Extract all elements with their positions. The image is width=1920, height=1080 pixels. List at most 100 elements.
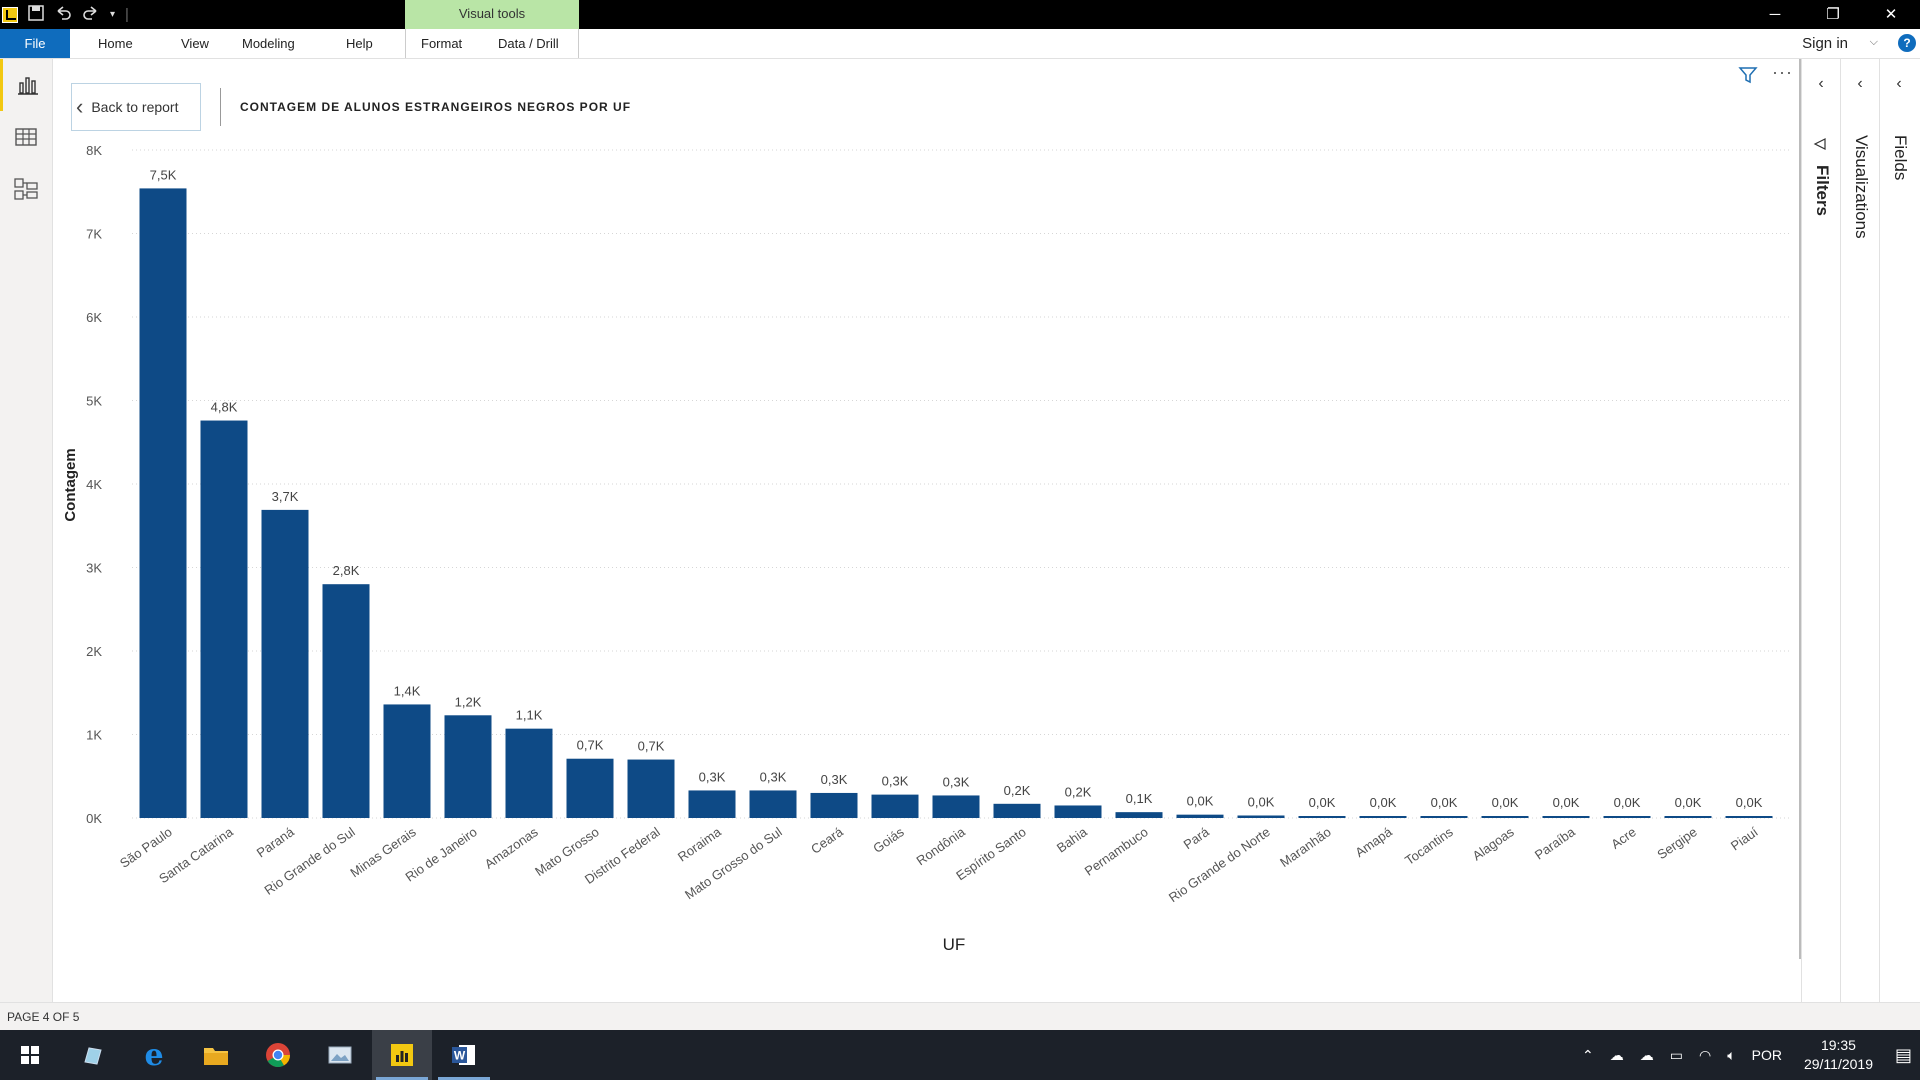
bar-data-label: 3,7K [272, 489, 299, 504]
y-tick-label: 7K [86, 227, 102, 242]
bar[interactable] [993, 803, 1041, 818]
tab-view[interactable]: View [181, 36, 209, 51]
bar[interactable] [1115, 812, 1163, 818]
open-app-indicator [438, 1077, 490, 1080]
chrome-icon[interactable] [248, 1030, 308, 1080]
more-options-icon[interactable]: ··· [1772, 62, 1793, 82]
x-tick-label: Paraíba [1532, 824, 1579, 863]
clock[interactable]: 19:35 29/11/2019 [1804, 1036, 1873, 1074]
x-tick-label: Rondônia [914, 824, 969, 869]
x-tick-label: Goiás [870, 824, 907, 856]
bar[interactable] [1725, 816, 1773, 818]
chevron-down-icon[interactable]: ⌵ [1869, 36, 1878, 48]
tab-home[interactable]: Home [98, 36, 133, 51]
view-switcher-rail [0, 59, 53, 1002]
visual-filter-icon[interactable] [1738, 65, 1758, 90]
data-labels: 7,5K 4,8K 3,7K 2,8K 1,4K 1,2K 1,1K 0,7K 0,7K 0,3K… [150, 167, 1763, 810]
x-tick-label: Pará [1181, 824, 1213, 852]
tab-format[interactable]: Format [421, 36, 463, 51]
wifi-icon[interactable]: ◠ [1698, 1046, 1712, 1063]
close-icon[interactable]: ✕ [1884, 6, 1898, 23]
system-tray: ⌃ ☁ ☁ ▭ ◠ 🔈︎ POR 19:35 29/11/2019 ▤ [1574, 1030, 1920, 1080]
bar[interactable] [444, 715, 492, 818]
y-axis-ticks: 0K 1K 2K 3K 4K 5K 6K 7K 8K [86, 143, 102, 826]
tab-data-drill[interactable]: Data / Drill [498, 36, 559, 51]
language-indicator[interactable]: POR [1751, 1047, 1782, 1063]
bar[interactable] [139, 188, 187, 818]
bar[interactable] [1054, 805, 1102, 818]
bar[interactable] [1237, 815, 1285, 818]
photos-icon[interactable] [310, 1030, 370, 1080]
save-icon[interactable] [28, 4, 44, 25]
sign-in-link[interactable]: Sign in [1802, 35, 1848, 52]
bar[interactable] [810, 792, 858, 818]
bar-data-label: 0,0K [1370, 795, 1397, 810]
edge-icon[interactable]: e [144, 1037, 164, 1073]
taskview-icon[interactable] [62, 1030, 122, 1080]
x-tick-label: Piauí [1728, 824, 1761, 854]
y-tick-label: 0K [86, 811, 102, 826]
report-view-icon[interactable] [0, 59, 52, 111]
bar[interactable] [1420, 816, 1468, 818]
notifications-icon[interactable]: ▤ [1894, 1044, 1912, 1065]
bar[interactable] [1664, 816, 1712, 818]
x-tick-label: Amapá [1352, 824, 1395, 860]
battery-icon[interactable]: ▭ [1669, 1046, 1683, 1063]
tab-help[interactable]: Help [346, 36, 373, 51]
windows-start-icon[interactable] [0, 1030, 60, 1080]
canvas-border [1799, 59, 1801, 959]
redo-icon[interactable] [82, 5, 100, 25]
x-tick-label: Bahia [1054, 824, 1090, 856]
bar-data-label: 1,2K [455, 694, 482, 709]
x-tick-label: São Paulo [117, 824, 175, 871]
bar[interactable] [749, 790, 797, 818]
customize-icon[interactable]: ▾ [110, 9, 116, 20]
bar[interactable] [871, 794, 919, 818]
bar[interactable] [505, 728, 553, 818]
bar[interactable] [1481, 816, 1529, 818]
x-tick-label: Ceará [808, 824, 846, 857]
visualizations-pane[interactable]: ‹ Visualizations [1840, 59, 1879, 1002]
data-view-icon[interactable] [0, 111, 52, 163]
word-icon[interactable]: W [434, 1030, 494, 1080]
cloud-upload-icon[interactable]: ☁ [1639, 1046, 1654, 1063]
model-view-icon[interactable] [0, 163, 52, 215]
bar-data-label: 0,3K [943, 774, 970, 789]
minimize-icon[interactable]: ─ [1769, 6, 1781, 23]
clock-date: 29/11/2019 [1803, 1056, 1873, 1072]
bar[interactable] [322, 584, 370, 818]
tab-modeling[interactable]: Modeling [242, 36, 295, 51]
collapse-fields-icon[interactable]: ‹ [1896, 75, 1902, 92]
bar[interactable] [627, 759, 675, 818]
bars [139, 188, 1773, 818]
bar[interactable] [566, 758, 614, 818]
undo-icon[interactable] [54, 5, 72, 25]
bar[interactable] [932, 795, 980, 818]
tab-file[interactable]: File [0, 29, 70, 58]
collapse-filters-icon[interactable]: ‹ [1818, 75, 1824, 92]
bar[interactable] [688, 790, 736, 818]
gridlines [132, 149, 1790, 819]
bar[interactable] [1359, 816, 1407, 818]
help-icon[interactable]: ? [1898, 34, 1916, 52]
fields-pane[interactable]: ‹ Fields [1879, 59, 1918, 1002]
bar[interactable] [383, 704, 431, 818]
bar[interactable] [200, 420, 248, 818]
chevron-up-icon[interactable]: ⌃ [1582, 1046, 1594, 1063]
header-separator [220, 88, 221, 126]
onedrive-icon[interactable]: ☁ [1609, 1046, 1624, 1063]
bar[interactable] [261, 509, 309, 818]
x-axis-title: UF [943, 935, 966, 954]
bar[interactable] [1603, 816, 1651, 818]
bar[interactable] [1176, 814, 1224, 818]
filters-pane[interactable]: ‹ Filters [1801, 59, 1840, 1002]
bar[interactable] [1298, 816, 1346, 818]
restore-icon[interactable]: ❐ [1826, 6, 1840, 23]
file-explorer-icon[interactable] [186, 1030, 246, 1080]
y-axis-title: Contagem [62, 448, 79, 521]
back-to-report-button[interactable]: ‹ Back to report [71, 83, 201, 131]
bar[interactable] [1542, 816, 1590, 818]
volume-icon[interactable]: 🔈︎ [1727, 1046, 1736, 1063]
collapse-visualizations-icon[interactable]: ‹ [1857, 75, 1863, 92]
powerbi-icon[interactable] [372, 1030, 432, 1080]
